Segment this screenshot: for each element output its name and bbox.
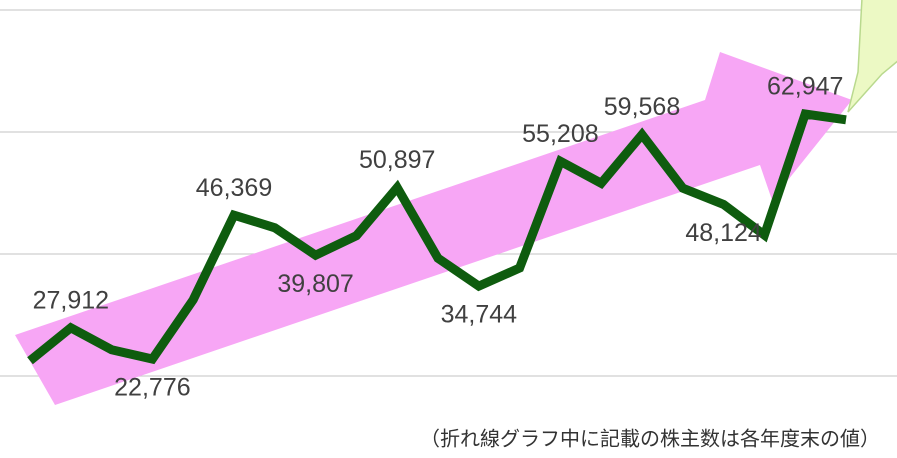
line-series — [27, 109, 847, 365]
grid — [0, 9, 897, 377]
data-label: 62,947 — [767, 73, 843, 101]
data-label: 48,124 — [685, 219, 762, 247]
data-label: 55,208 — [522, 120, 598, 148]
data-label: 50,897 — [359, 146, 435, 174]
callout — [847, 0, 897, 113]
data-label: 22,776 — [114, 374, 190, 402]
plot: 27,912 22,776 46,369 39,807 50,897 34,744 55,2… — [27, 73, 847, 402]
data-label: 39,807 — [277, 270, 353, 298]
data-label: 34,744 — [441, 301, 518, 329]
data-label: 59,568 — [604, 93, 680, 121]
data-label: 27,912 — [33, 286, 109, 314]
footnote: （折れ線グラフ中に記載の株主数は各年度末の値） — [420, 427, 880, 450]
data-label: 46,369 — [196, 174, 272, 202]
